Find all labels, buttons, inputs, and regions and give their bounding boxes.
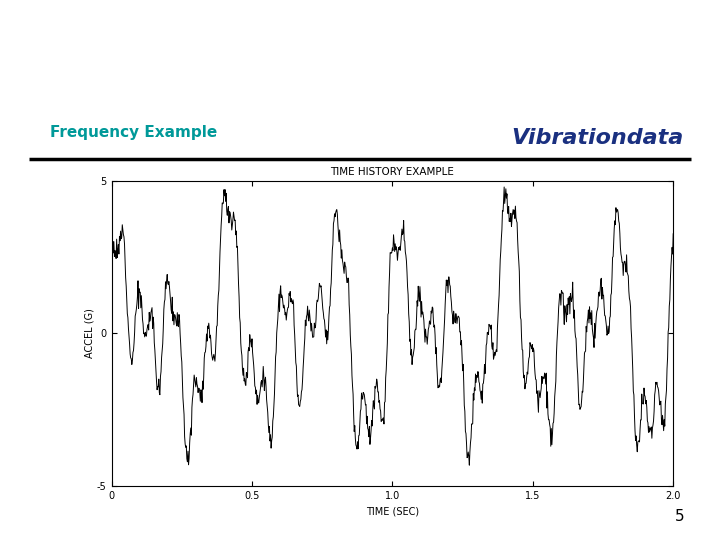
- X-axis label: TIME (SEC): TIME (SEC): [366, 507, 419, 516]
- Text: Vibrationdata: Vibrationdata: [512, 127, 684, 148]
- Text: 5: 5: [675, 509, 684, 524]
- Text: Frequency Example: Frequency Example: [50, 125, 217, 140]
- Y-axis label: ACCEL (G): ACCEL (G): [84, 308, 94, 359]
- Title: TIME HISTORY EXAMPLE: TIME HISTORY EXAMPLE: [330, 167, 454, 177]
